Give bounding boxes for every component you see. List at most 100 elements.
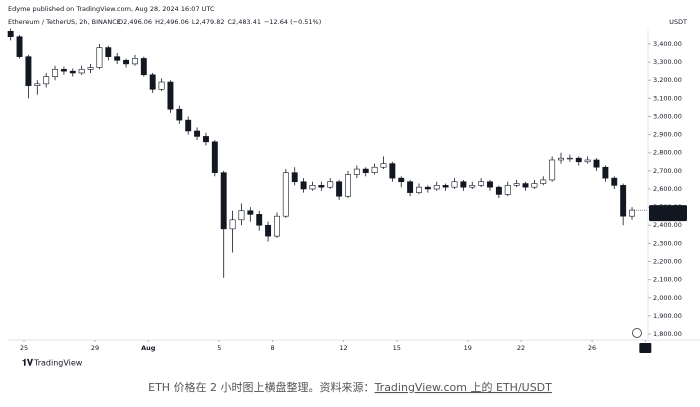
candle-body [602,166,609,179]
y-tick-label: 1,800.00 [653,330,682,338]
candle-body [43,76,50,85]
candle-body [7,30,14,38]
candle-body [229,219,236,230]
candle-body [96,47,103,68]
candle-body [424,186,431,190]
y-tick-label: 3,000.00 [653,112,682,120]
caption-link[interactable]: TradingView.com 上的 ETH/USDT [374,380,553,394]
x-tick-label: 22 [517,344,525,352]
candle-body [140,58,147,76]
y-tick-label: 3,100.00 [653,94,682,102]
publisher-line: Edyme published on TradingView.com, Aug … [8,5,215,13]
candle-body [131,58,138,65]
candle-body [309,185,316,190]
candle-body [256,214,263,226]
candle-body [442,185,449,188]
candle-body [549,159,556,181]
y-tick-label: 3,400.00 [653,40,682,48]
candle-body [149,74,156,90]
candle-body [478,181,485,186]
x-tick-label: 5 [217,344,221,352]
candle-body [584,159,591,163]
candle-body [69,70,76,74]
current-date-box [639,343,652,353]
candle-body [60,69,67,72]
y-tick-label: 2,600.00 [653,185,682,193]
candle-body [558,157,564,161]
candle-body [158,81,165,90]
candle-body [291,172,298,183]
y-tick-label: 2,100.00 [653,276,682,284]
candle-body [220,172,227,230]
caption-text: ETH 价格在 2 小时图上横盘整理。资料来源：TradingView.com … [148,380,552,394]
x-tick-label: 25 [20,344,28,352]
candle-body [78,69,85,74]
candle-body [211,141,218,173]
candle-body [629,209,635,217]
candle-body [451,181,458,188]
candle-body [194,130,201,137]
x-tick-label: 12 [339,344,347,352]
candle-body [238,210,245,221]
candle-body [167,81,174,110]
candle-body [513,183,520,186]
y-tick-label: 2,700.00 [653,167,682,175]
y-tick-label: 2,800.00 [653,149,682,157]
y-tick-label: 3,300.00 [653,58,682,66]
brand-logo: 𝟏𝐕 [22,358,34,369]
candle-body [504,185,511,195]
settings-icon[interactable] [632,328,642,338]
candle-body [540,179,547,184]
candle-body [265,224,272,237]
candle-body [87,67,94,70]
candle-body [16,36,23,57]
candle-body [460,181,467,188]
candle-body [25,56,32,86]
x-tick-label: 29 [91,344,99,352]
candle-body [34,83,41,86]
candle-body [487,181,493,188]
caption: ETH 价格在 2 小时图上横盘整理。资料来源：TradingView.com … [148,380,552,394]
candle-body [123,59,130,65]
candle-body [362,168,369,173]
y-tick-label: 2,300.00 [653,239,682,247]
candle-body [300,181,307,190]
candle-body [566,157,573,160]
ohlc-value: L2,479.82 [192,18,225,26]
ohlc-value: C2,483.41 [227,18,260,26]
candle-body [620,185,627,217]
candle-body [495,186,502,195]
candle-body [185,119,192,132]
candle-body [105,47,112,57]
candle-body [398,177,405,183]
candle-body [389,163,396,179]
candle-body [416,186,422,193]
x-tick-label: 15 [393,344,401,352]
x-tick-label: 26 [588,344,596,352]
symbol-title: Ethereum / TetherUS, 2h, BINANCE [8,18,121,26]
candle-body [176,108,183,121]
x-tick-label: 8 [270,344,274,352]
last-price-box [649,205,687,222]
candle-body [282,172,289,217]
candle-body [327,181,334,188]
bar-countdown: 01:52:42 [653,213,682,221]
y-tick-label: 2,000.00 [653,294,682,302]
y-tick-label: 2,200.00 [653,258,682,266]
brand-name: TradingView [33,359,83,368]
candle-body [336,181,343,197]
candle-body [522,183,529,188]
y-tick-label: 2,400.00 [653,221,682,229]
currency: USDT [669,18,687,26]
x-tick-label: 19 [464,344,472,352]
candle-body [593,159,600,168]
candle-body [353,168,360,175]
candle-body [114,56,121,61]
candle-body [371,166,378,173]
candle-body [611,177,618,186]
candle-body [202,136,209,143]
price-change: −12.64 (−0.51%) [264,18,321,26]
ohlc-value: O2,496.06 [118,18,152,26]
candle-body [531,183,538,188]
